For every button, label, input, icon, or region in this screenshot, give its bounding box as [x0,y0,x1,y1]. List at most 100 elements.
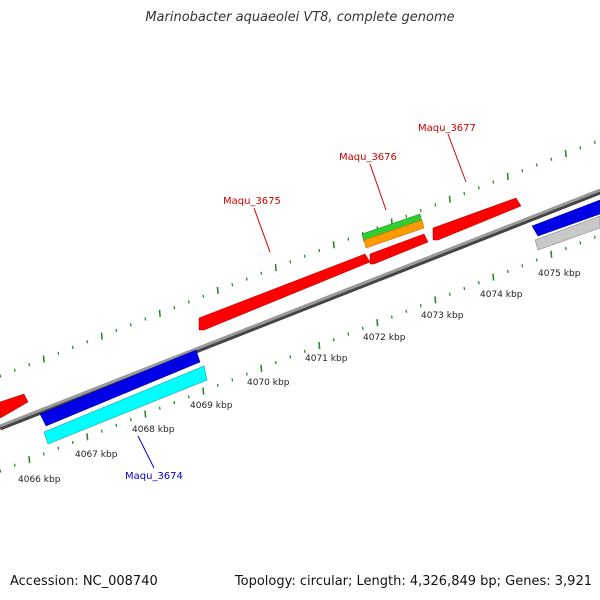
inner-track-tick [564,246,567,251]
gene-label-leader-maqu-3675 [253,207,271,253]
gene-arrow-left-partial[interactable] [0,393,29,419]
outer-track-tick [100,332,103,340]
outer-track-tick [202,294,205,298]
outer-track-tick [289,260,292,264]
outer-track-tick [463,191,466,196]
genome-backbone [0,188,600,428]
genome-backbone-shadow [0,189,600,431]
outer-track-tick [506,172,509,180]
inner-track-tick [129,418,132,422]
gene-arrow-maqu-3674[interactable] [43,365,208,445]
inner-track-tick [216,383,219,388]
scale-label-4071: 4071 kbp [305,354,348,364]
scale-label-4067: 4067 kbp [75,450,118,460]
outer-track-tick [216,286,219,294]
inner-track-tick [579,241,582,245]
outer-track-tick [245,277,248,281]
gene-arrow-reverse-blue[interactable] [39,349,201,427]
track-gray-feature[interactable] [534,215,600,251]
inner-track-tick [492,273,495,281]
inner-track-tick [86,433,89,441]
outer-tick-track [0,140,596,378]
inner-track-tick [303,349,306,353]
outer-track-tick [231,283,234,287]
scale-label-4072: 4072 kbp [363,333,406,343]
inner-track-tick [434,296,437,304]
inner-track-tick [318,341,321,350]
gene-label-maqu-3676[interactable]: Maqu_3676 [339,152,397,163]
inner-track-tick [332,338,335,342]
inner-track-tick [13,463,16,467]
inner-track-tick [158,406,161,410]
outer-track-tick [274,264,277,272]
outer-track-tick [332,241,335,249]
outer-track-tick [593,140,596,144]
outer-track-tick [550,157,553,161]
inner-track-tick [550,250,553,258]
outer-track-tick [0,374,2,378]
inner-track-tick [57,446,60,450]
outer-track-tick [579,146,582,150]
inner-track-tick [260,364,263,372]
outer-track-tick [260,271,263,275]
gene-arrow-maqu-3676[interactable] [369,233,429,265]
inner-track-tick [245,372,248,376]
outer-track-tick [129,323,132,327]
scale-label-4066: 4066 kbp [18,475,61,485]
inner-track-tick [231,378,234,382]
outer-track-tick [13,368,16,372]
inner-tick-track [0,235,596,473]
inner-track-tick [42,452,45,456]
outer-track-tick [86,340,89,344]
scale-label-4074: 4074 kbp [480,290,523,300]
inner-track-tick [419,303,422,308]
outer-track-tick [477,186,480,190]
inner-track-tick [390,315,393,319]
inner-track-tick [405,309,408,313]
scale-label-4068: 4068 kbp [132,425,175,435]
inner-track-tick [463,286,466,291]
inner-track-tick [187,395,190,399]
outer-track-tick [57,351,60,355]
inner-track-tick [71,440,74,445]
inner-track-tick [477,281,480,285]
scale-label-4070: 4070 kbp [247,378,290,388]
outer-track-tick [303,254,306,258]
inner-track-tick [521,264,524,268]
inner-track-tick [376,319,379,327]
outer-track-tick [448,195,451,203]
outer-track-tick [42,355,45,363]
gene-label-leader-maqu-3674 [137,435,155,469]
gene-arrow-maqu-3675[interactable] [198,253,371,331]
gene-arrow-reverse-blue-right[interactable] [531,199,600,237]
gene-arrow-maqu-3677[interactable] [432,197,522,241]
inner-track-tick [506,269,509,274]
outer-track-tick [187,300,190,304]
inner-track-tick [0,469,2,473]
inner-track-tick [144,410,147,418]
gene-label-maqu-3674[interactable]: Maqu_3674 [125,471,183,482]
inner-track-tick [289,355,292,359]
inner-track-tick [28,456,31,464]
gene-label-leader-maqu-3676 [369,163,387,211]
inner-track-tick [115,423,118,428]
outer-track-tick [492,180,495,184]
outer-track-tick [173,305,176,310]
map-title: Marinobacter aquaeolei VT8, complete gen… [145,10,455,25]
inner-track-tick [448,292,451,296]
inner-track-tick [347,332,350,336]
outer-track-tick [28,362,31,367]
scale-label-4069: 4069 kbp [190,401,233,411]
gene-label-maqu-3675[interactable]: Maqu_3675 [223,196,281,207]
outer-track-tick [347,237,350,241]
outer-track-tick [564,150,567,158]
outer-track-tick [71,345,74,350]
outer-track-tick [419,208,422,213]
outer-track-tick [535,163,538,167]
footer-stats: Topology: circular; Length: 4,326,849 bp… [234,574,592,589]
track-orange-feature[interactable] [363,219,425,249]
gene-label-maqu-3677[interactable]: Maqu_3677 [418,123,476,134]
outer-track-tick [158,309,161,317]
outer-track-tick [144,317,147,321]
